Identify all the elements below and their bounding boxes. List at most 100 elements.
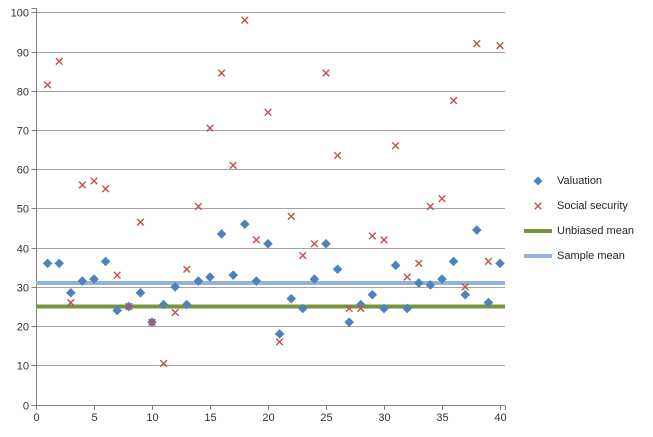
social-security-marker[interactable] <box>252 236 261 244</box>
social-security-marker[interactable] <box>241 16 249 24</box>
social-security-marker[interactable] <box>67 298 75 307</box>
valuation-marker[interactable] <box>42 258 53 269</box>
social-security-marker[interactable] <box>287 212 295 221</box>
valuation-marker[interactable] <box>286 293 296 304</box>
valuation-marker[interactable] <box>390 260 401 271</box>
social-security-marker[interactable] <box>264 108 272 117</box>
valuation-marker[interactable] <box>379 303 389 314</box>
social-security-marker[interactable] <box>229 161 237 170</box>
valuation-marker[interactable] <box>216 229 227 239</box>
valuation-marker[interactable] <box>100 256 111 267</box>
legend-item-unbiased-mean[interactable]: Unbiased mean <box>523 218 634 243</box>
valuation-marker[interactable] <box>274 329 285 339</box>
social-security-marker[interactable] <box>299 251 307 260</box>
valuation-marker[interactable] <box>54 258 64 269</box>
social-security-marker[interactable] <box>345 304 353 313</box>
valuation-marker[interactable] <box>309 274 320 284</box>
social-security-marker[interactable] <box>275 338 284 346</box>
social-security-marker[interactable] <box>206 124 214 132</box>
valuation-marker[interactable] <box>460 289 470 300</box>
valuation-diamond-icon <box>523 175 553 187</box>
valuation-marker[interactable] <box>263 238 273 249</box>
valuation-marker[interactable] <box>240 219 250 229</box>
valuation-marker[interactable] <box>193 276 204 286</box>
x-tick-label: 30 <box>378 412 390 424</box>
social-security-marker[interactable] <box>415 259 423 268</box>
social-security-marker[interactable] <box>125 302 133 311</box>
valuation-marker[interactable] <box>321 238 331 249</box>
valuation-marker[interactable] <box>66 287 76 298</box>
sample-mean-line-icon <box>523 250 553 262</box>
valuation-marker[interactable] <box>251 276 262 286</box>
y-tick-label: 20 <box>17 322 29 334</box>
y-tick-label: 40 <box>17 244 29 256</box>
social-security-marker[interactable] <box>426 202 435 211</box>
valuation-marker[interactable] <box>228 270 238 280</box>
valuation-marker[interactable] <box>483 297 494 308</box>
social-security-marker[interactable] <box>183 265 191 274</box>
legend-label-sample-mean: Sample mean <box>557 249 625 262</box>
valuation-marker[interactable] <box>112 305 122 316</box>
valuation-marker[interactable] <box>89 274 99 284</box>
valuation-marker[interactable] <box>472 225 482 235</box>
y-tick-label: 30 <box>17 283 29 295</box>
social-security-marker[interactable] <box>357 304 365 313</box>
social-security-marker[interactable] <box>473 39 481 48</box>
social-security-marker[interactable] <box>113 271 121 279</box>
valuation-marker[interactable] <box>77 276 88 286</box>
social-security-marker[interactable] <box>403 273 411 281</box>
social-security-marker[interactable] <box>159 359 168 368</box>
x-tick-label: 40 <box>494 412 506 424</box>
legend-item-valuation[interactable]: Valuation <box>523 168 634 193</box>
social-security-marker[interactable] <box>78 181 87 189</box>
social-security-marker[interactable] <box>194 202 203 211</box>
y-tick-label: 10 <box>17 361 29 373</box>
valuation-marker[interactable] <box>437 274 447 284</box>
valuation-marker[interactable] <box>448 256 459 267</box>
social-security-marker[interactable] <box>322 69 330 77</box>
valuation-marker[interactable] <box>158 299 169 310</box>
valuation-marker[interactable] <box>367 289 378 300</box>
social-security-marker[interactable] <box>391 141 400 150</box>
valuation-marker[interactable] <box>135 287 146 298</box>
y-tick-label: 90 <box>17 48 29 60</box>
social-security-marker[interactable] <box>148 318 156 327</box>
social-security-marker[interactable] <box>461 283 469 291</box>
valuation-marker[interactable] <box>170 282 180 292</box>
x-tick-label: 15 <box>204 412 216 424</box>
x-tick-label: 5 <box>91 412 97 424</box>
social-security-marker[interactable] <box>368 232 377 240</box>
valuation-marker[interactable] <box>344 317 354 328</box>
social-security-marker[interactable] <box>438 194 446 203</box>
legend-label-unbiased-mean: Unbiased mean <box>557 224 635 237</box>
social-security-marker[interactable] <box>101 185 110 193</box>
social-security-marker[interactable] <box>136 218 145 226</box>
social-security-marker[interactable] <box>310 239 319 248</box>
social-security-marker[interactable] <box>449 96 458 105</box>
legend-item-sample-mean[interactable]: Sample mean <box>523 243 634 268</box>
x-tick-label: 20 <box>262 412 274 424</box>
social-security-marker[interactable] <box>43 81 52 89</box>
legend-item-social-security[interactable]: Social security <box>523 193 634 218</box>
valuation-marker[interactable] <box>298 303 308 314</box>
social-security-marker[interactable] <box>496 41 504 50</box>
x-tick-label: 25 <box>320 412 332 424</box>
legend-label-social-security: Social security <box>557 199 628 212</box>
valuation-marker[interactable] <box>425 280 436 290</box>
social-security-marker[interactable] <box>217 69 226 77</box>
valuation-marker[interactable] <box>495 258 505 269</box>
social-security-marker[interactable] <box>484 257 493 266</box>
valuation-marker[interactable] <box>402 303 412 314</box>
social-security-marker[interactable] <box>380 236 388 244</box>
social-security-marker[interactable] <box>90 177 98 185</box>
y-tick-label: 0 <box>23 401 29 413</box>
valuation-marker[interactable] <box>332 264 343 275</box>
social-security-marker[interactable] <box>333 151 342 160</box>
social-security-marker[interactable] <box>171 308 179 317</box>
social-security-marker[interactable] <box>55 57 63 66</box>
valuation-marker[interactable] <box>205 272 215 282</box>
valuation-marker[interactable] <box>182 299 192 310</box>
valuation-marker[interactable] <box>414 278 424 288</box>
